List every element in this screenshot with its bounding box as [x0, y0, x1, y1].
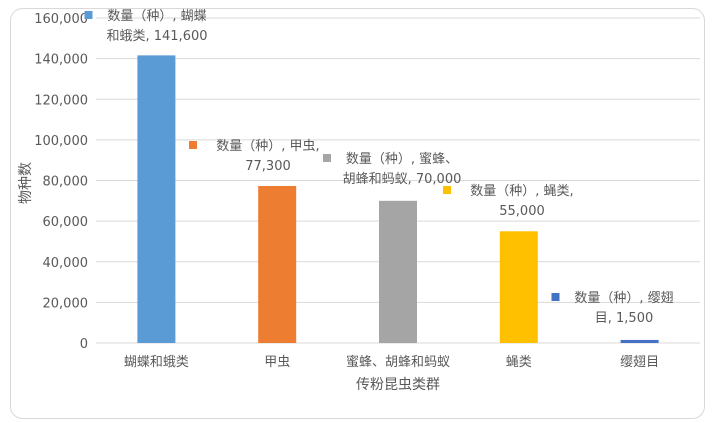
bar — [258, 185, 297, 343]
bar — [137, 55, 176, 343]
data-label: 55,000 — [499, 204, 545, 219]
label-marker — [84, 11, 93, 19]
data-label: 数量（种）, 蝇类, — [470, 184, 573, 199]
data-label: 胡蜂和蚂蚁, 70,000 — [343, 172, 462, 187]
y-tick-label: 0 — [80, 337, 88, 352]
y-tick-label: 120,000 — [34, 93, 88, 108]
label-marker — [323, 154, 331, 162]
label-marker — [443, 186, 451, 194]
data-label: 77,300 — [245, 159, 291, 174]
bar — [379, 200, 417, 343]
data-label: 数量（种）, 甲虫, — [216, 139, 319, 154]
y-tick-label: 100,000 — [34, 134, 88, 149]
x-tick-label: 蝇类 — [506, 355, 532, 370]
data-label: 目, 1,500 — [595, 311, 653, 326]
y-tick-label: 20,000 — [43, 296, 89, 311]
data-label: 和蛾类, 141,600 — [106, 29, 207, 44]
label-marker — [551, 293, 560, 301]
data-label: 数量（种）, 缨翅 — [574, 290, 673, 306]
x-tick-label: 甲虫 — [264, 355, 290, 370]
label-marker — [189, 141, 197, 149]
y-tick-label: 60,000 — [43, 215, 89, 230]
y-axis-label: 物种数 — [18, 162, 34, 204]
y-tick-label: 80,000 — [43, 175, 89, 190]
data-label: 数量（种）, 蜜蜂、 — [346, 152, 458, 167]
y-tick-label: 160,000 — [34, 12, 88, 27]
bar — [620, 339, 659, 343]
x-tick-label: 蝴蝶和蛾类 — [124, 355, 189, 370]
data-label: 数量（种）, 蝴蝶 — [107, 9, 206, 24]
x-axis-label: 传粉昆虫类群 — [356, 377, 440, 393]
x-tick-label: 缨翅目 — [620, 354, 659, 370]
y-tick-label: 140,000 — [34, 53, 88, 68]
x-tick-label: 蜜蜂、胡蜂和蚂蚁 — [346, 355, 450, 370]
y-tick-label: 40,000 — [43, 256, 89, 271]
bar — [499, 231, 538, 343]
